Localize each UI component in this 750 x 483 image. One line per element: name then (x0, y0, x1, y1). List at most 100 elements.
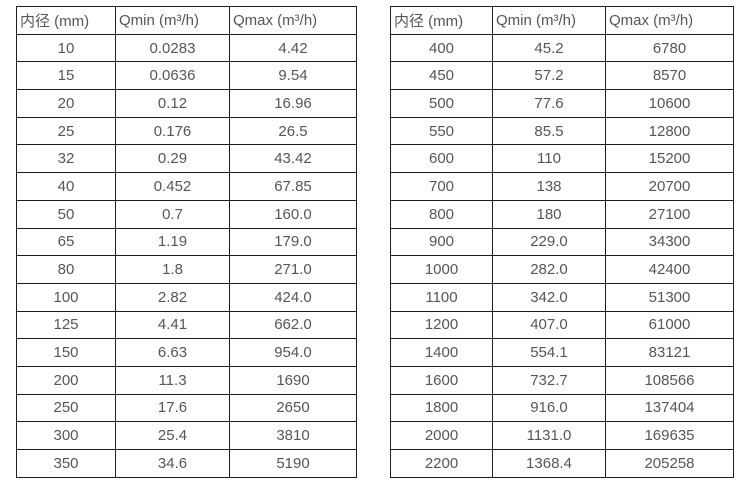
flow-table-small-diameters: 内径 (mm) Qmin (m³/h) Qmax (m³/h) 10 0.0283… (16, 6, 357, 478)
table-cell: 32 (16, 144, 116, 174)
table-cell: 61000 (605, 310, 734, 340)
table-cell: 700 (390, 172, 493, 201)
table-cell: 169635 (605, 421, 734, 450)
table-cell: 342.0 (492, 282, 606, 312)
table-row: 900 229.0 34300 (390, 227, 734, 257)
header-inner-diameter: 内径 (mm) (390, 6, 493, 35)
header-qmax: Qmax (m³/h) (605, 6, 734, 35)
table-cell: 1400 (390, 338, 493, 367)
table-cell: 250 (16, 393, 116, 423)
table-cell: 11.3 (115, 365, 230, 395)
table-cell: 26.5 (229, 116, 357, 146)
table-row: 300 25.4 3810 (16, 421, 357, 450)
table-cell: 20 (16, 89, 116, 118)
table-cell: 1.8 (115, 255, 230, 284)
table-cell: 600 (390, 144, 493, 174)
table-row: 40 0.452 67.85 (16, 172, 357, 201)
table-cell: 5190 (229, 449, 357, 478)
table-cell: 0.7 (115, 199, 230, 229)
table-cell: 400 (390, 33, 493, 63)
table-row: 800 180 27100 (390, 199, 734, 229)
table-row: 150 6.63 954.0 (16, 338, 357, 367)
table-row: 250 17.6 2650 (16, 393, 357, 423)
table-row: 700 138 20700 (390, 172, 734, 201)
table-cell: 0.12 (115, 89, 230, 118)
table-row: 2200 1368.4 205258 (390, 449, 734, 478)
table-cell: 732.7 (492, 365, 606, 395)
table-cell: 34300 (605, 227, 734, 257)
table-cell: 424.0 (229, 282, 357, 312)
table-cell: 0.176 (115, 116, 230, 146)
table-cell: 271.0 (229, 255, 357, 284)
table-cell: 77.6 (492, 89, 606, 118)
table-cell: 125 (16, 310, 116, 340)
table-cell: 350 (16, 449, 116, 478)
table-row: 1100 342.0 51300 (390, 282, 734, 312)
table-cell: 229.0 (492, 227, 606, 257)
table-cell: 27100 (605, 199, 734, 229)
table-cell: 45.2 (492, 33, 606, 63)
table-row: 1400 554.1 83121 (390, 338, 734, 367)
table-cell: 4.41 (115, 310, 230, 340)
table-row: 350 34.6 5190 (16, 449, 357, 478)
header-row: 内径 (mm) Qmin (m³/h) Qmax (m³/h) (16, 6, 357, 35)
table-cell: 0.0283 (115, 33, 230, 63)
table-cell: 2000 (390, 421, 493, 450)
table-row: 15 0.0636 9.54 (16, 61, 357, 91)
table-cell: 1.19 (115, 227, 230, 257)
table-cell: 1690 (229, 365, 357, 395)
table-cell: 110 (492, 144, 606, 174)
table-cell: 85.5 (492, 116, 606, 146)
table-row: 20 0.12 16.96 (16, 89, 357, 118)
table-cell: 662.0 (229, 310, 357, 340)
table-cell: 137404 (605, 393, 734, 423)
table-cell: 25.4 (115, 421, 230, 450)
table-cell: 51300 (605, 282, 734, 312)
table-cell: 550 (390, 116, 493, 146)
table-body: 400 45.2 6780 450 57.2 8570 500 77.6 10600 550 85.… (390, 33, 734, 478)
flow-table-large-diameters: 内径 (mm) Qmin (m³/h) Qmax (m³/h) 400 45.2 6… (390, 6, 734, 478)
table-cell: 57.2 (492, 61, 606, 91)
table-cell: 1100 (390, 282, 493, 312)
table-cell: 282.0 (492, 255, 606, 284)
table-cell: 500 (390, 89, 493, 118)
table-cell: 150 (16, 338, 116, 367)
table-row: 1600 732.7 108566 (390, 365, 734, 395)
table-row: 10 0.0283 4.42 (16, 33, 357, 63)
table-row: 32 0.29 43.42 (16, 144, 357, 174)
table-cell: 1000 (390, 255, 493, 284)
table-cell: 9.54 (229, 61, 357, 91)
table-row: 65 1.19 179.0 (16, 227, 357, 257)
table-cell: 0.452 (115, 172, 230, 201)
table-cell: 179.0 (229, 227, 357, 257)
table-cell: 100 (16, 282, 116, 312)
table-cell: 554.1 (492, 338, 606, 367)
table-cell: 800 (390, 199, 493, 229)
table-cell: 50 (16, 199, 116, 229)
table-cell: 65 (16, 227, 116, 257)
table-cell: 2.82 (115, 282, 230, 312)
table-cell: 1600 (390, 365, 493, 395)
table-cell: 180 (492, 199, 606, 229)
header-qmin: Qmin (m³/h) (115, 6, 230, 35)
table-row: 1800 916.0 137404 (390, 393, 734, 423)
table-cell: 450 (390, 61, 493, 91)
table-row: 25 0.176 26.5 (16, 116, 357, 146)
table-cell: 407.0 (492, 310, 606, 340)
table-cell: 160.0 (229, 199, 357, 229)
table-cell: 17.6 (115, 393, 230, 423)
table-cell: 15200 (605, 144, 734, 174)
table-cell: 34.6 (115, 449, 230, 478)
table-cell: 954.0 (229, 338, 357, 367)
table-row: 500 77.6 10600 (390, 89, 734, 118)
header-inner-diameter: 内径 (mm) (16, 6, 116, 35)
table-cell: 43.42 (229, 144, 357, 174)
table-cell: 1131.0 (492, 421, 606, 450)
table-cell: 108566 (605, 365, 734, 395)
table-cell: 300 (16, 421, 116, 450)
table-cell: 25 (16, 116, 116, 146)
table-cell: 1368.4 (492, 449, 606, 478)
table-cell: 138 (492, 172, 606, 201)
table-cell: 80 (16, 255, 116, 284)
